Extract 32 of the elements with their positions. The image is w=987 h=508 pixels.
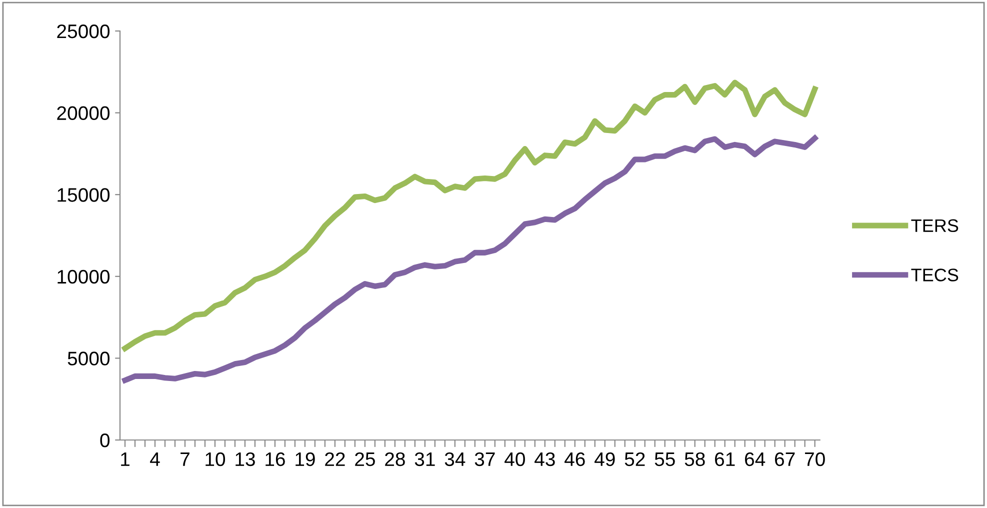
x-tick-label: 58 [684,452,705,466]
y-tick-label: 20000 [57,106,110,120]
x-tick-label: 31 [414,452,435,466]
y-tick-label: 5000 [68,352,110,366]
x-tick-label: 49 [594,452,615,466]
x-tick-label: 52 [624,452,645,466]
x-tick-label: 7 [180,452,190,466]
x-tick-label: 13 [236,452,255,466]
x-tick-label: 61 [715,452,735,466]
x-tick-label: 25 [355,452,375,466]
x-tick-label: 4 [150,452,160,466]
x-tick-label: 28 [385,452,405,466]
x-tick-label: 67 [775,452,795,466]
x-tick-label: 1 [121,452,130,466]
x-tick-label: 34 [444,452,466,466]
x-tick-label: 64 [745,452,766,466]
y-tick-label: 10000 [58,270,110,284]
x-tick-label: 37 [474,452,495,466]
x-tick-label: 46 [564,452,585,466]
legend-label: TERS [911,219,958,232]
x-tick-label: 16 [266,452,285,466]
x-tick-label: 10 [206,452,226,466]
y-tick-label: 15000 [58,188,110,202]
y-tick-label: 0 [100,433,110,448]
x-tick-label: 19 [296,452,315,466]
x-tick-label: 70 [805,452,825,466]
x-tick-label: 40 [504,452,525,466]
legend-label: TECS [911,268,958,282]
y-tick-label: 25000 [57,24,110,38]
x-tick-label: 43 [534,452,555,466]
x-tick-label: 55 [654,452,675,466]
x-tick-label: 22 [325,452,345,466]
